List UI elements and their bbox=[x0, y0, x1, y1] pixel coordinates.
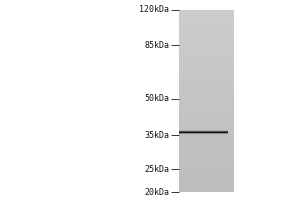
Text: 120kDa: 120kDa bbox=[140, 5, 169, 14]
Text: 35kDa: 35kDa bbox=[145, 131, 169, 140]
Text: 50kDa: 50kDa bbox=[145, 94, 169, 103]
Text: 85kDa: 85kDa bbox=[145, 41, 169, 50]
Text: 20kDa: 20kDa bbox=[145, 188, 169, 197]
Text: 25kDa: 25kDa bbox=[145, 165, 169, 174]
